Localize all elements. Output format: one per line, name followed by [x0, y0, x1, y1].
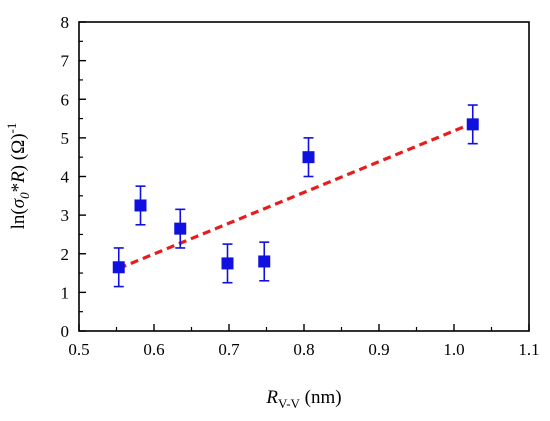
y-tick-label: 1: [61, 283, 70, 302]
x-tick-label: 0.6: [143, 340, 164, 359]
x-tick-label: 0.5: [68, 340, 89, 359]
data-point: [174, 208, 187, 249]
square-marker: [302, 151, 315, 164]
data-point: [221, 243, 234, 284]
x-tick-label: 1.0: [443, 340, 464, 359]
square-marker: [221, 257, 234, 270]
x-axis-title-subscript: V-V: [278, 396, 301, 411]
square-marker: [174, 222, 187, 235]
x-tick-label: 1.1: [518, 340, 539, 359]
y-tick-label: 2: [61, 245, 70, 264]
y-tick-label: 0: [61, 322, 70, 341]
square-marker: [258, 255, 271, 268]
y-tick-label: 7: [61, 52, 70, 71]
data-point: [302, 137, 315, 178]
x-tick-label: 0.9: [368, 340, 389, 359]
y-tick-label: 5: [61, 129, 70, 148]
y-tick-label: 3: [61, 206, 70, 225]
x-axis-title-unit: (nm): [300, 387, 342, 408]
data-point: [112, 247, 125, 288]
square-marker: [466, 118, 479, 131]
y-tick-label: 6: [61, 90, 70, 109]
y-axis-title-sigma: σ: [8, 198, 29, 208]
data-point: [466, 104, 479, 145]
y-tick-label: 4: [61, 168, 70, 187]
x-axis-title: RV-V (nm): [265, 387, 341, 411]
y-axis-title-sigma-subscript: 0: [17, 192, 32, 199]
square-marker: [134, 199, 147, 212]
y-axis-title-superscript: -1: [4, 123, 19, 134]
data-point: [134, 185, 147, 226]
y-axis-title-suffix: ) (Ω): [8, 133, 29, 171]
x-tick-label: 0.7: [218, 340, 240, 359]
y-tick-label: 8: [61, 13, 70, 32]
square-marker: [112, 261, 125, 274]
x-axis-title-main: R: [265, 387, 278, 408]
y-axis-title: ln(σ0*R) (Ω)-1: [4, 123, 32, 230]
y-axis-title-mid: *: [8, 183, 29, 193]
fit-line: [118, 121, 474, 270]
data-point: [258, 241, 271, 282]
x-tick-label: 0.8: [293, 340, 314, 359]
y-axis-title-prefix: ln(: [8, 208, 29, 229]
y-axis-title-r: R: [8, 171, 29, 184]
